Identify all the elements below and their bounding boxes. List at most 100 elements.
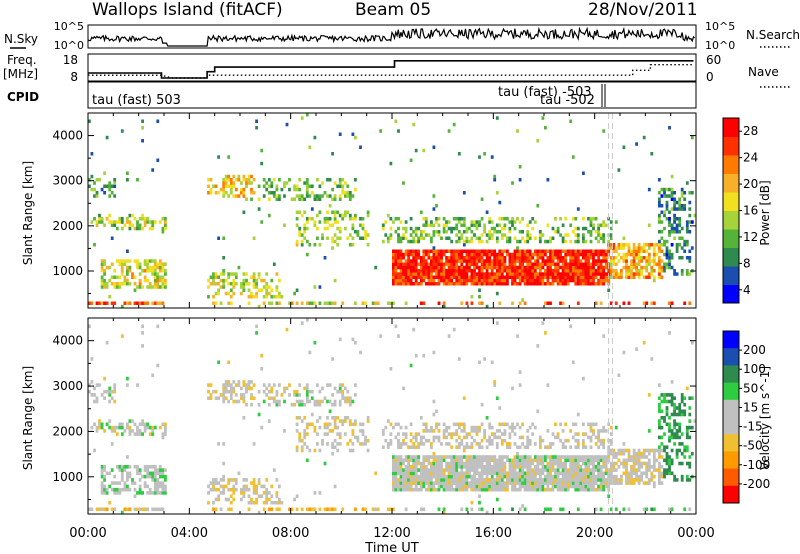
power-cell: [229, 288, 233, 292]
velocity-cell: [270, 507, 274, 512]
power-cell: [138, 285, 142, 289]
power-cell: [462, 223, 466, 227]
power-cell: [508, 226, 512, 231]
velocity-cell: [148, 474, 152, 479]
power-cell: [308, 194, 312, 198]
velocity-cell: [508, 481, 512, 485]
velocity-cell: [589, 435, 593, 440]
velocity-cell: [576, 442, 580, 446]
velocity-cell: [437, 471, 441, 476]
velocity-cell: [556, 461, 560, 466]
power-cell: [422, 217, 426, 221]
velocity-cell: [658, 419, 661, 423]
velocity-cell: [554, 455, 557, 459]
velocity-cell: [392, 507, 395, 512]
power-cell: [564, 272, 568, 276]
velocity-cell: [361, 442, 365, 446]
velocity-cell: [424, 429, 428, 433]
power-cell: [609, 233, 613, 237]
power-cell: [260, 220, 264, 224]
power-cell: [541, 278, 545, 283]
velocity-cell: [120, 422, 124, 427]
velocity-cell: [460, 471, 464, 476]
velocity-cell: [419, 487, 423, 492]
ytick-label: 3000: [52, 379, 83, 393]
power-cell: [326, 220, 329, 224]
velocity-cell: [576, 507, 580, 512]
power-cell: [518, 256, 522, 260]
power-cell: [212, 282, 215, 286]
velocity-cell: [506, 474, 509, 479]
velocity-cell: [483, 481, 486, 485]
velocity-cell: [146, 465, 150, 469]
velocity-cell: [688, 478, 692, 482]
velocity-cell: [212, 500, 215, 505]
velocity-cell: [531, 487, 535, 492]
nsky-tick-bottom-right: 10^0: [705, 39, 735, 52]
power-cell: [627, 252, 631, 257]
power-cell: [503, 282, 507, 286]
velocity-cell: [136, 465, 139, 469]
power-cell: [592, 256, 595, 260]
velocity-cell: [219, 507, 223, 512]
velocity-cell: [604, 429, 608, 433]
power-cell: [493, 272, 497, 276]
velocity-cell: [538, 474, 542, 479]
power-cell: [240, 282, 243, 286]
power-cell: [303, 236, 307, 240]
power-cell: [599, 278, 603, 283]
velocity-cell: [88, 389, 91, 394]
power-cell: [546, 282, 550, 286]
power-cell: [300, 194, 304, 198]
velocity-cell: [427, 487, 431, 492]
velocity-cell: [508, 425, 512, 430]
velocity-cell: [478, 458, 481, 463]
power-cell: [622, 252, 626, 257]
velocity-cell: [678, 402, 682, 407]
velocity-cell: [683, 448, 687, 453]
power-cell: [637, 259, 641, 263]
velocity-cell: [156, 507, 160, 512]
velocity-cell: [366, 416, 370, 420]
velocity-cell: [518, 425, 522, 430]
velocity-cell: [663, 458, 666, 463]
power-cell: [240, 187, 243, 192]
power-cell: [498, 272, 502, 276]
power-cell: [245, 272, 248, 276]
velocity-cell: [571, 481, 575, 485]
velocity-cell: [295, 416, 299, 420]
velocity-cell: [105, 487, 109, 492]
velocity-cell: [397, 334, 400, 338]
velocity-cell: [229, 494, 233, 498]
velocity-cell: [495, 474, 499, 479]
velocity-cell: [394, 468, 398, 472]
velocity-cell: [427, 471, 431, 476]
power-cell: [250, 181, 253, 185]
velocity-cell: [462, 448, 466, 453]
power-colorbar-tick-label: 12: [743, 230, 758, 244]
velocity-cell: [338, 435, 342, 440]
velocity-cell: [665, 471, 669, 476]
velocity-cell: [607, 455, 611, 459]
velocity-cell: [587, 455, 590, 459]
velocity-cell: [252, 491, 256, 495]
power-cell: [359, 236, 362, 240]
power-cell: [533, 252, 537, 257]
power-cell: [495, 272, 499, 276]
power-cell: [161, 282, 165, 286]
power-cell: [348, 233, 352, 237]
power-cell: [594, 282, 598, 286]
velocity-colorbar-swatch: [723, 348, 739, 366]
velocity-cell: [402, 471, 405, 476]
power-cell: [222, 181, 226, 185]
velocity-cell: [138, 471, 142, 476]
velocity-cell: [551, 478, 555, 482]
power-cell: [386, 236, 390, 240]
velocity-cell: [240, 487, 243, 492]
power-cell: [518, 265, 522, 270]
velocity-cell: [478, 461, 481, 466]
velocity-cell: [123, 484, 127, 489]
power-cell: [138, 265, 142, 270]
power-cell: [412, 282, 416, 286]
velocity-cell: [214, 487, 218, 492]
